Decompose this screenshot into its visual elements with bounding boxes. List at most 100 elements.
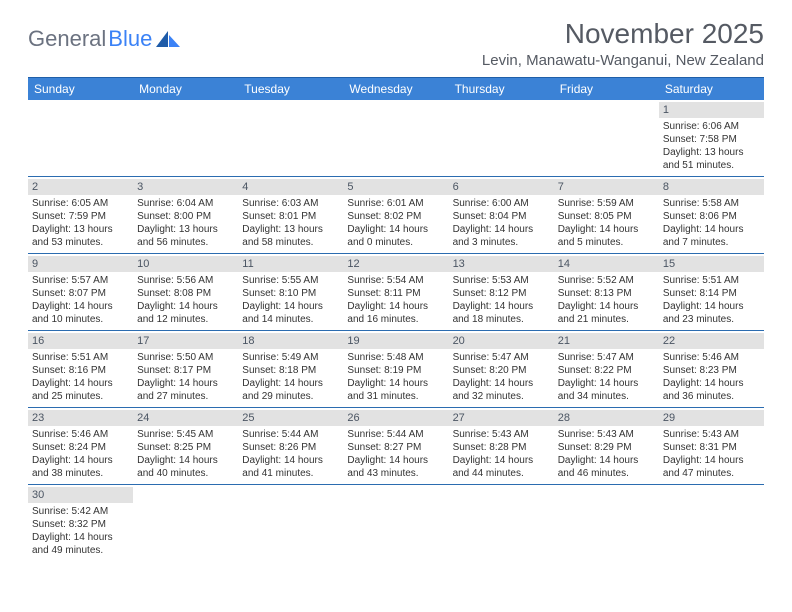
day-sunset: Sunset: 8:05 PM xyxy=(558,210,655,223)
week-row: 23Sunrise: 5:46 AMSunset: 8:24 PMDayligh… xyxy=(28,408,764,485)
day-sunset: Sunset: 7:59 PM xyxy=(32,210,129,223)
day-daylight1: Daylight: 14 hours xyxy=(242,454,339,467)
day-cell-7: 7 Sunrise: 5:59 AMSunset: 8:05 PMDaylight… xyxy=(554,177,659,253)
day-number: 24 xyxy=(133,410,238,426)
day-daylight2: and 51 minutes. xyxy=(663,159,760,172)
day-daylight2: and 40 minutes. xyxy=(137,467,234,480)
empty-cell xyxy=(659,485,764,561)
day-daylight1: Daylight: 14 hours xyxy=(453,454,550,467)
day-sunrise: Sunrise: 5:42 AM xyxy=(32,505,129,518)
day-sunrise: Sunrise: 5:46 AM xyxy=(663,351,760,364)
day-number: 27 xyxy=(449,410,554,426)
day-sunset: Sunset: 8:07 PM xyxy=(32,287,129,300)
day-header-wednesday: Wednesday xyxy=(343,78,448,100)
empty-cell xyxy=(554,100,659,176)
day-sunrise: Sunrise: 5:48 AM xyxy=(347,351,444,364)
day-cell-3: 3Sunrise: 6:04 AMSunset: 8:00 PMDaylight… xyxy=(133,177,238,253)
day-sunrise: Sunrise: 5:54 AM xyxy=(347,274,444,287)
day-sunset: Sunset: 8:29 PM xyxy=(558,441,655,454)
day-number: 13 xyxy=(449,256,554,272)
day-cell-30: 30Sunrise: 5:42 AMSunset: 8:32 PMDayligh… xyxy=(28,485,133,561)
day-cell-28: 28Sunrise: 5:43 AMSunset: 8:29 PMDayligh… xyxy=(554,408,659,484)
day-daylight1: Daylight: 14 hours xyxy=(347,223,444,236)
day-daylight2: and 18 minutes. xyxy=(453,313,550,326)
day-sunrise: Sunrise: 6:00 AM xyxy=(453,197,550,210)
day-daylight2: and 14 minutes. xyxy=(242,313,339,326)
day-number: 7 xyxy=(554,179,659,195)
day-sunset: Sunset: 8:28 PM xyxy=(453,441,550,454)
day-daylight1: Daylight: 14 hours xyxy=(137,454,234,467)
empty-cell xyxy=(343,485,448,561)
day-daylight2: and 3 minutes. xyxy=(453,236,550,249)
day-number: 9 xyxy=(28,256,133,272)
day-daylight2: and 36 minutes. xyxy=(663,390,760,403)
day-daylight2: and 16 minutes. xyxy=(347,313,444,326)
day-header-saturday: Saturday xyxy=(659,78,764,100)
empty-cell xyxy=(133,485,238,561)
day-sunset: Sunset: 8:08 PM xyxy=(137,287,234,300)
week-row: 2Sunrise: 6:05 AMSunset: 7:59 PMDaylight… xyxy=(28,177,764,254)
day-daylight2: and 38 minutes. xyxy=(32,467,129,480)
day-daylight1: Daylight: 14 hours xyxy=(558,300,655,313)
day-sunset: Sunset: 8:27 PM xyxy=(347,441,444,454)
day-number: 10 xyxy=(133,256,238,272)
day-sunrise: Sunrise: 5:45 AM xyxy=(137,428,234,441)
day-number: 18 xyxy=(238,333,343,349)
day-cell-1: 1Sunrise: 6:06 AMSunset: 7:58 PMDaylight… xyxy=(659,100,764,176)
day-cell-24: 24Sunrise: 5:45 AMSunset: 8:25 PMDayligh… xyxy=(133,408,238,484)
day-daylight2: and 56 minutes. xyxy=(137,236,234,249)
day-daylight1: Daylight: 14 hours xyxy=(32,531,129,544)
day-daylight2: and 46 minutes. xyxy=(558,467,655,480)
day-number: 19 xyxy=(343,333,448,349)
empty-cell xyxy=(133,100,238,176)
day-header-row: SundayMondayTuesdayWednesdayThursdayFrid… xyxy=(28,78,764,100)
day-number: 15 xyxy=(659,256,764,272)
day-daylight1: Daylight: 14 hours xyxy=(347,454,444,467)
day-sunrise: Sunrise: 5:43 AM xyxy=(663,428,760,441)
day-daylight1: Daylight: 14 hours xyxy=(558,223,655,236)
week-row: 30Sunrise: 5:42 AMSunset: 8:32 PMDayligh… xyxy=(28,485,764,561)
day-number: 17 xyxy=(133,333,238,349)
day-sunset: Sunset: 8:19 PM xyxy=(347,364,444,377)
day-daylight2: and 23 minutes. xyxy=(663,313,760,326)
day-sunrise: Sunrise: 5:47 AM xyxy=(453,351,550,364)
calendar: SundayMondayTuesdayWednesdayThursdayFrid… xyxy=(28,77,764,561)
empty-cell xyxy=(554,485,659,561)
day-cell-8: 8Sunrise: 5:58 AMSunset: 8:06 PMDaylight… xyxy=(659,177,764,253)
day-daylight2: and 53 minutes. xyxy=(32,236,129,249)
logo-sail-icon xyxy=(156,31,180,47)
day-daylight1: Daylight: 13 hours xyxy=(242,223,339,236)
day-sunrise: Sunrise: 6:03 AM xyxy=(242,197,339,210)
day-sunrise: Sunrise: 5:43 AM xyxy=(453,428,550,441)
title-block: November 2025 Levin, Manawatu-Wanganui, … xyxy=(482,18,764,69)
day-daylight2: and 12 minutes. xyxy=(137,313,234,326)
day-sunrise: Sunrise: 6:04 AM xyxy=(137,197,234,210)
day-daylight1: Daylight: 14 hours xyxy=(242,377,339,390)
empty-cell xyxy=(449,485,554,561)
day-cell-26: 26Sunrise: 5:44 AMSunset: 8:27 PMDayligh… xyxy=(343,408,448,484)
day-number: 5 xyxy=(343,179,448,195)
day-number: 29 xyxy=(659,410,764,426)
day-sunrise: Sunrise: 5:59 AM xyxy=(558,197,655,210)
day-sunset: Sunset: 8:02 PM xyxy=(347,210,444,223)
day-daylight1: Daylight: 13 hours xyxy=(137,223,234,236)
day-sunrise: Sunrise: 5:51 AM xyxy=(663,274,760,287)
day-daylight2: and 0 minutes. xyxy=(347,236,444,249)
empty-cell xyxy=(238,100,343,176)
day-sunset: Sunset: 8:26 PM xyxy=(242,441,339,454)
day-sunrise: Sunrise: 5:52 AM xyxy=(558,274,655,287)
day-sunset: Sunset: 8:11 PM xyxy=(347,287,444,300)
day-cell-23: 23Sunrise: 5:46 AMSunset: 8:24 PMDayligh… xyxy=(28,408,133,484)
day-daylight2: and 21 minutes. xyxy=(558,313,655,326)
day-cell-11: 11Sunrise: 5:55 AMSunset: 8:10 PMDayligh… xyxy=(238,254,343,330)
day-daylight2: and 5 minutes. xyxy=(558,236,655,249)
day-cell-14: 14Sunrise: 5:52 AMSunset: 8:13 PMDayligh… xyxy=(554,254,659,330)
day-cell-18: 18Sunrise: 5:49 AMSunset: 8:18 PMDayligh… xyxy=(238,331,343,407)
day-sunrise: Sunrise: 5:57 AM xyxy=(32,274,129,287)
day-number: 14 xyxy=(554,256,659,272)
day-daylight1: Daylight: 14 hours xyxy=(32,454,129,467)
day-daylight2: and 43 minutes. xyxy=(347,467,444,480)
day-sunrise: Sunrise: 5:44 AM xyxy=(242,428,339,441)
day-daylight2: and 31 minutes. xyxy=(347,390,444,403)
day-header-friday: Friday xyxy=(554,78,659,100)
